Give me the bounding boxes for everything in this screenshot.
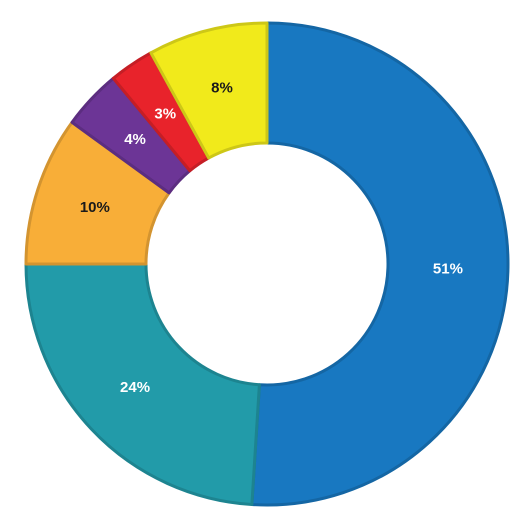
- value-label: 4%: [124, 131, 146, 148]
- value-label: 10%: [80, 199, 110, 216]
- donut-slice: [24, 262, 261, 507]
- donut-slice: [149, 21, 269, 160]
- value-label: 51%: [433, 261, 463, 278]
- value-label: 3%: [154, 105, 176, 122]
- value-label: 24%: [120, 379, 150, 396]
- value-label: 8%: [211, 80, 233, 97]
- donut-slice: [250, 21, 510, 507]
